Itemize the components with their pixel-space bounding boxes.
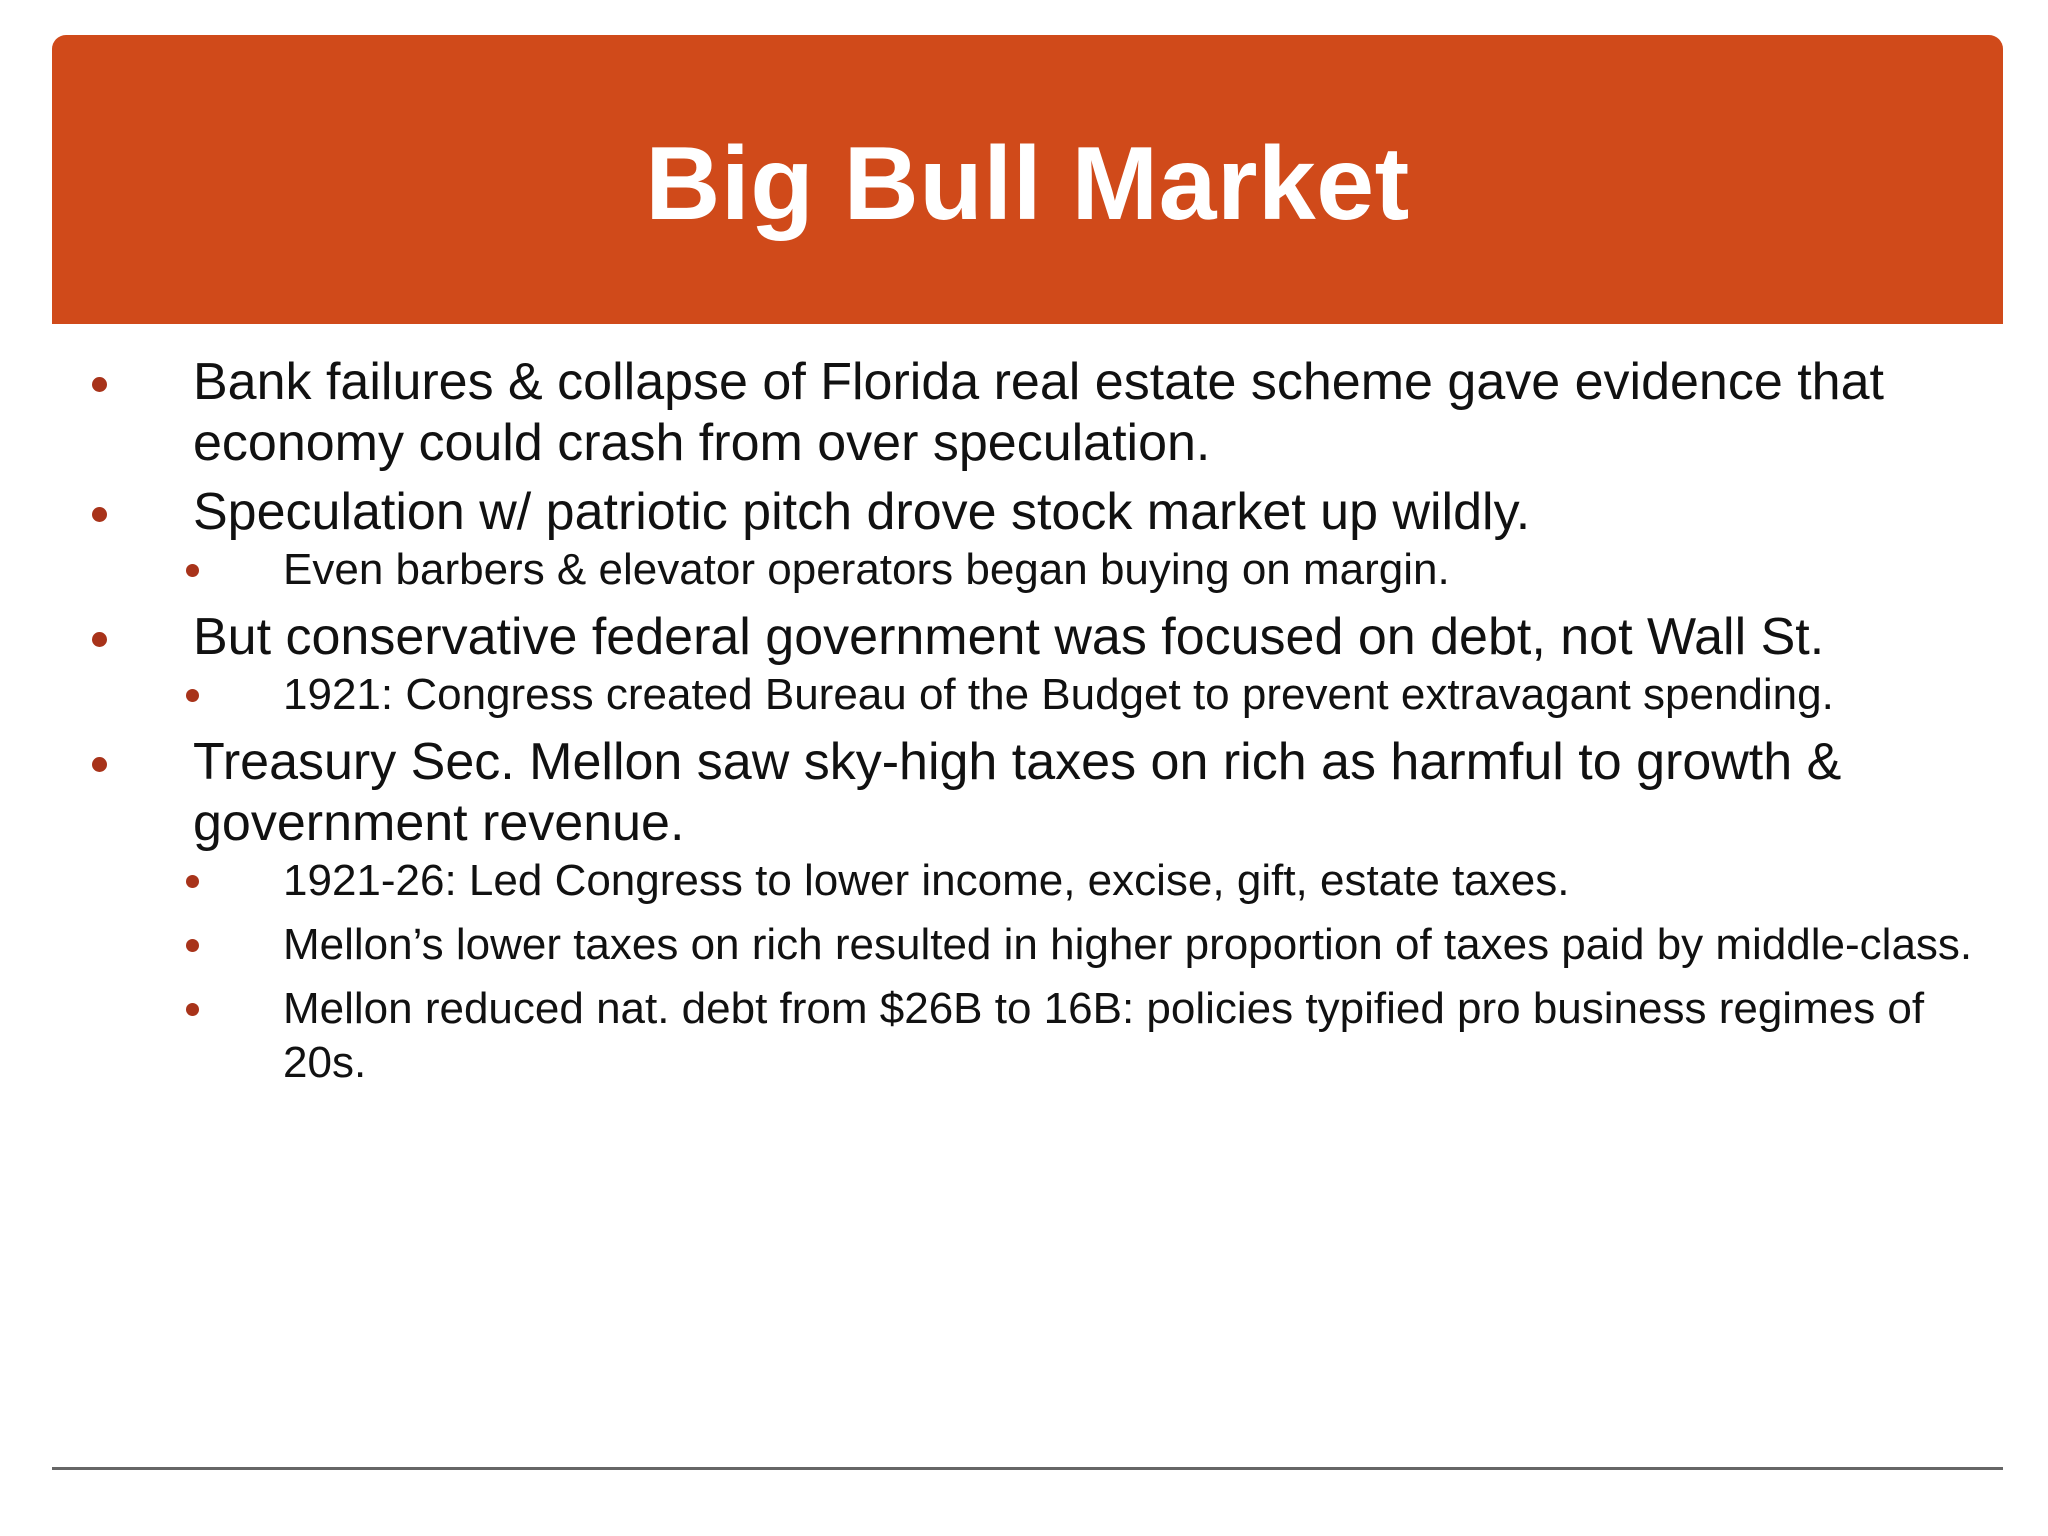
bullet-dot-icon bbox=[92, 757, 107, 772]
sub-bullet-dot-icon bbox=[186, 939, 199, 952]
sub-bullet-text: Mellon’s lower taxes on rich resulted in… bbox=[283, 920, 1973, 969]
bullet-dot-icon bbox=[92, 507, 107, 522]
bullet-item: Treasury Sec. Mellon saw sky-high taxes … bbox=[86, 732, 1986, 1090]
title-bar: Big Bull Market bbox=[52, 35, 2003, 324]
sub-bullet-dot-icon bbox=[186, 564, 199, 577]
sub-bullet-list: Even barbers & elevator operators began … bbox=[186, 543, 1986, 597]
sub-bullet-item: Mellon reduced nat. debt from $26B to 16… bbox=[86, 982, 1986, 1090]
bullet-item: Bank failures & collapse of Florida real… bbox=[86, 352, 1986, 474]
bullet-item: But conservative federal government was … bbox=[86, 607, 1986, 722]
sub-bullet-list: 1921: Congress created Bureau of the Bud… bbox=[186, 668, 1986, 722]
sub-bullet-text: Mellon reduced nat. debt from $26B to 16… bbox=[283, 984, 1925, 1087]
slide-content: Bank failures & collapse of Florida real… bbox=[86, 352, 1986, 1100]
slide-title: Big Bull Market bbox=[645, 126, 1410, 242]
sub-bullet-dot-icon bbox=[186, 689, 199, 702]
sub-bullet-item: Mellon’s lower taxes on rich resulted in… bbox=[86, 918, 1986, 972]
sub-bullet-dot-icon bbox=[186, 875, 199, 888]
bullet-list: Bank failures & collapse of Florida real… bbox=[86, 352, 1986, 1090]
sub-bullet-dot-icon bbox=[186, 1003, 199, 1016]
bullet-text: Speculation w/ patriotic pitch drove sto… bbox=[193, 483, 1531, 541]
bullet-text: But conservative federal government was … bbox=[193, 608, 1825, 666]
sub-bullet-text: 1921-26: Led Congress to lower income, e… bbox=[283, 856, 1570, 905]
sub-bullet-text: 1921: Congress created Bureau of the Bud… bbox=[283, 670, 1834, 719]
footer-divider bbox=[52, 1467, 2003, 1470]
sub-bullet-item: 1921-26: Led Congress to lower income, e… bbox=[86, 854, 1986, 908]
bullet-text: Treasury Sec. Mellon saw sky-high taxes … bbox=[193, 733, 1842, 852]
bullet-dot-icon bbox=[92, 632, 107, 647]
bullet-item: Speculation w/ patriotic pitch drove sto… bbox=[86, 482, 1986, 597]
sub-bullet-item: Even barbers & elevator operators began … bbox=[86, 543, 1986, 597]
bullet-dot-icon bbox=[92, 377, 107, 392]
bullet-text: Bank failures & collapse of Florida real… bbox=[193, 353, 1884, 472]
sub-bullet-list: 1921-26: Led Congress to lower income, e… bbox=[186, 854, 1986, 1090]
sub-bullet-text: Even barbers & elevator operators began … bbox=[283, 545, 1450, 594]
sub-bullet-item: 1921: Congress created Bureau of the Bud… bbox=[86, 668, 1986, 722]
